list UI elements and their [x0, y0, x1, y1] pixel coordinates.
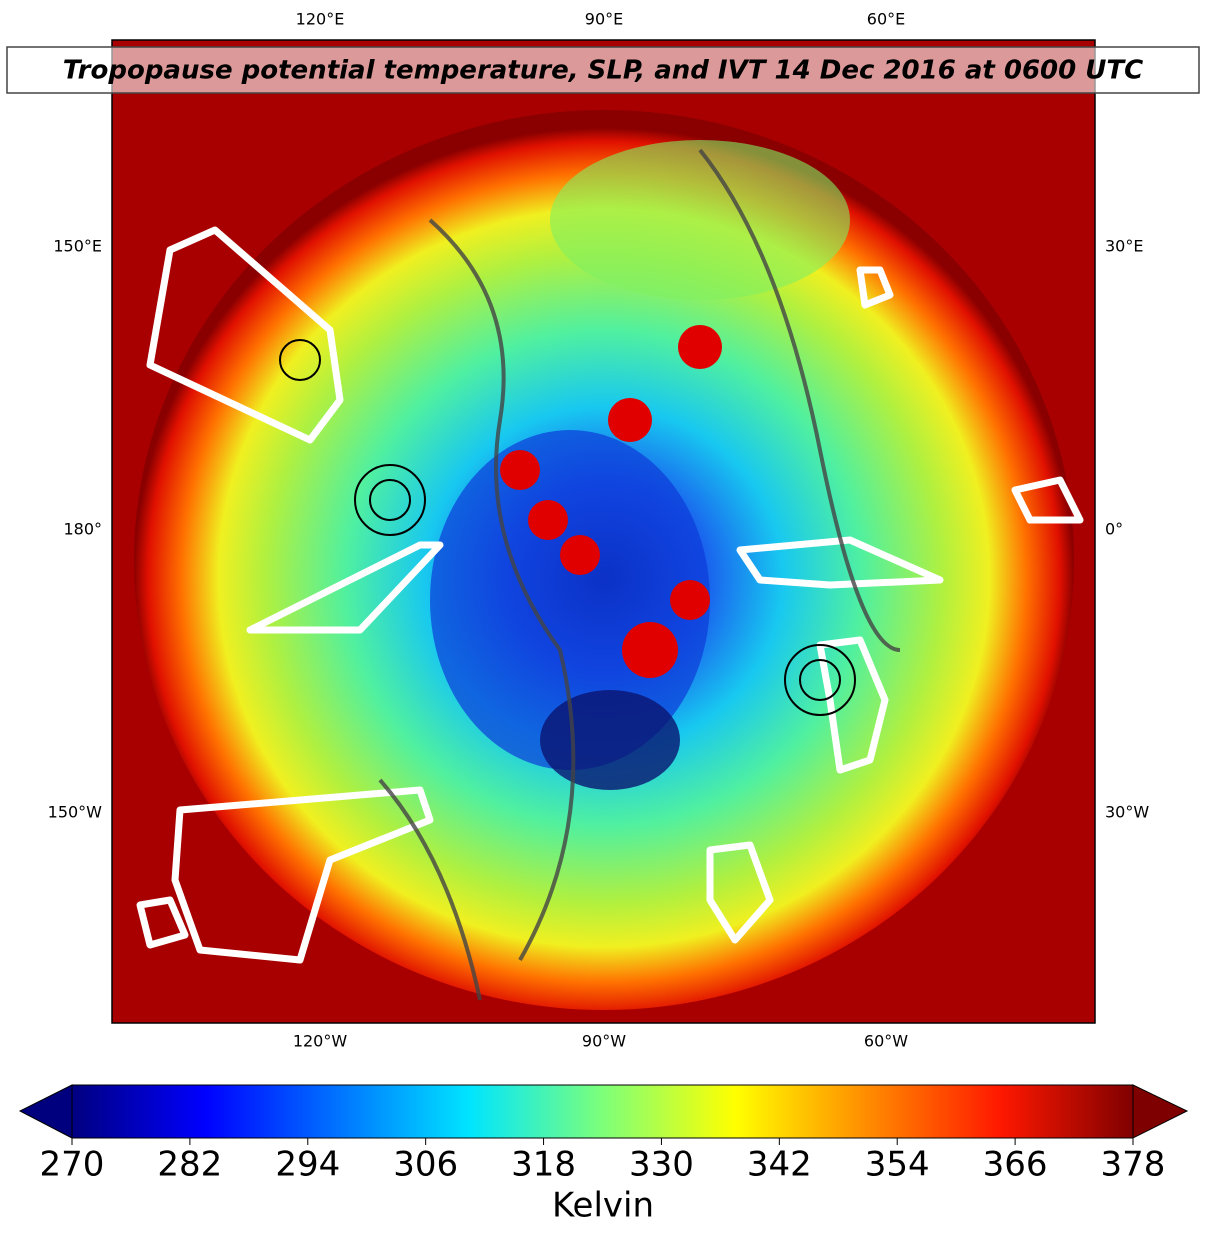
- lon-label: 30°W: [1105, 803, 1149, 822]
- lon-label: 150°W: [48, 803, 103, 822]
- colorbar-tick-label: 330: [629, 1145, 694, 1185]
- colorbar-tick-label: 306: [393, 1145, 458, 1185]
- lon-label: 120°E: [296, 10, 345, 29]
- lon-label: 60°W: [864, 1032, 908, 1051]
- lon-label: 180°: [63, 520, 102, 539]
- colorbar-body: [71, 1084, 1134, 1139]
- lon-label: 0°: [1105, 520, 1123, 539]
- colorbar-tick-label: 294: [275, 1145, 340, 1185]
- colorbar-tick-label: 354: [865, 1145, 930, 1185]
- title-box: [6, 46, 1200, 94]
- lon-label: 30°E: [1105, 237, 1143, 256]
- colorbar-label: Kelvin: [552, 1186, 654, 1226]
- lon-label: 150°E: [53, 237, 102, 256]
- lon-label: 120°W: [293, 1032, 348, 1051]
- colorbar-tick-label: 318: [511, 1145, 576, 1185]
- colorbar-extend: [1132, 1084, 1189, 1139]
- map: [112, 40, 1095, 1023]
- lon-label: 60°E: [867, 10, 905, 29]
- colorbar-tick-label: 270: [40, 1145, 105, 1185]
- colorbar-tick-label: 366: [983, 1145, 1048, 1185]
- lon-label: 90°W: [582, 1032, 626, 1051]
- colorbar: [18, 1084, 1189, 1139]
- colorbar-tick-label: 378: [1101, 1145, 1166, 1185]
- colorbar-tick-label: 282: [157, 1145, 222, 1185]
- title: Tropopause potential temperature, SLP, a…: [63, 56, 1143, 86]
- map-frame: [111, 39, 1096, 1024]
- lon-label: 90°E: [585, 10, 623, 29]
- colorbar-tick-label: 342: [747, 1145, 812, 1185]
- colorbar-extend: [18, 1084, 73, 1139]
